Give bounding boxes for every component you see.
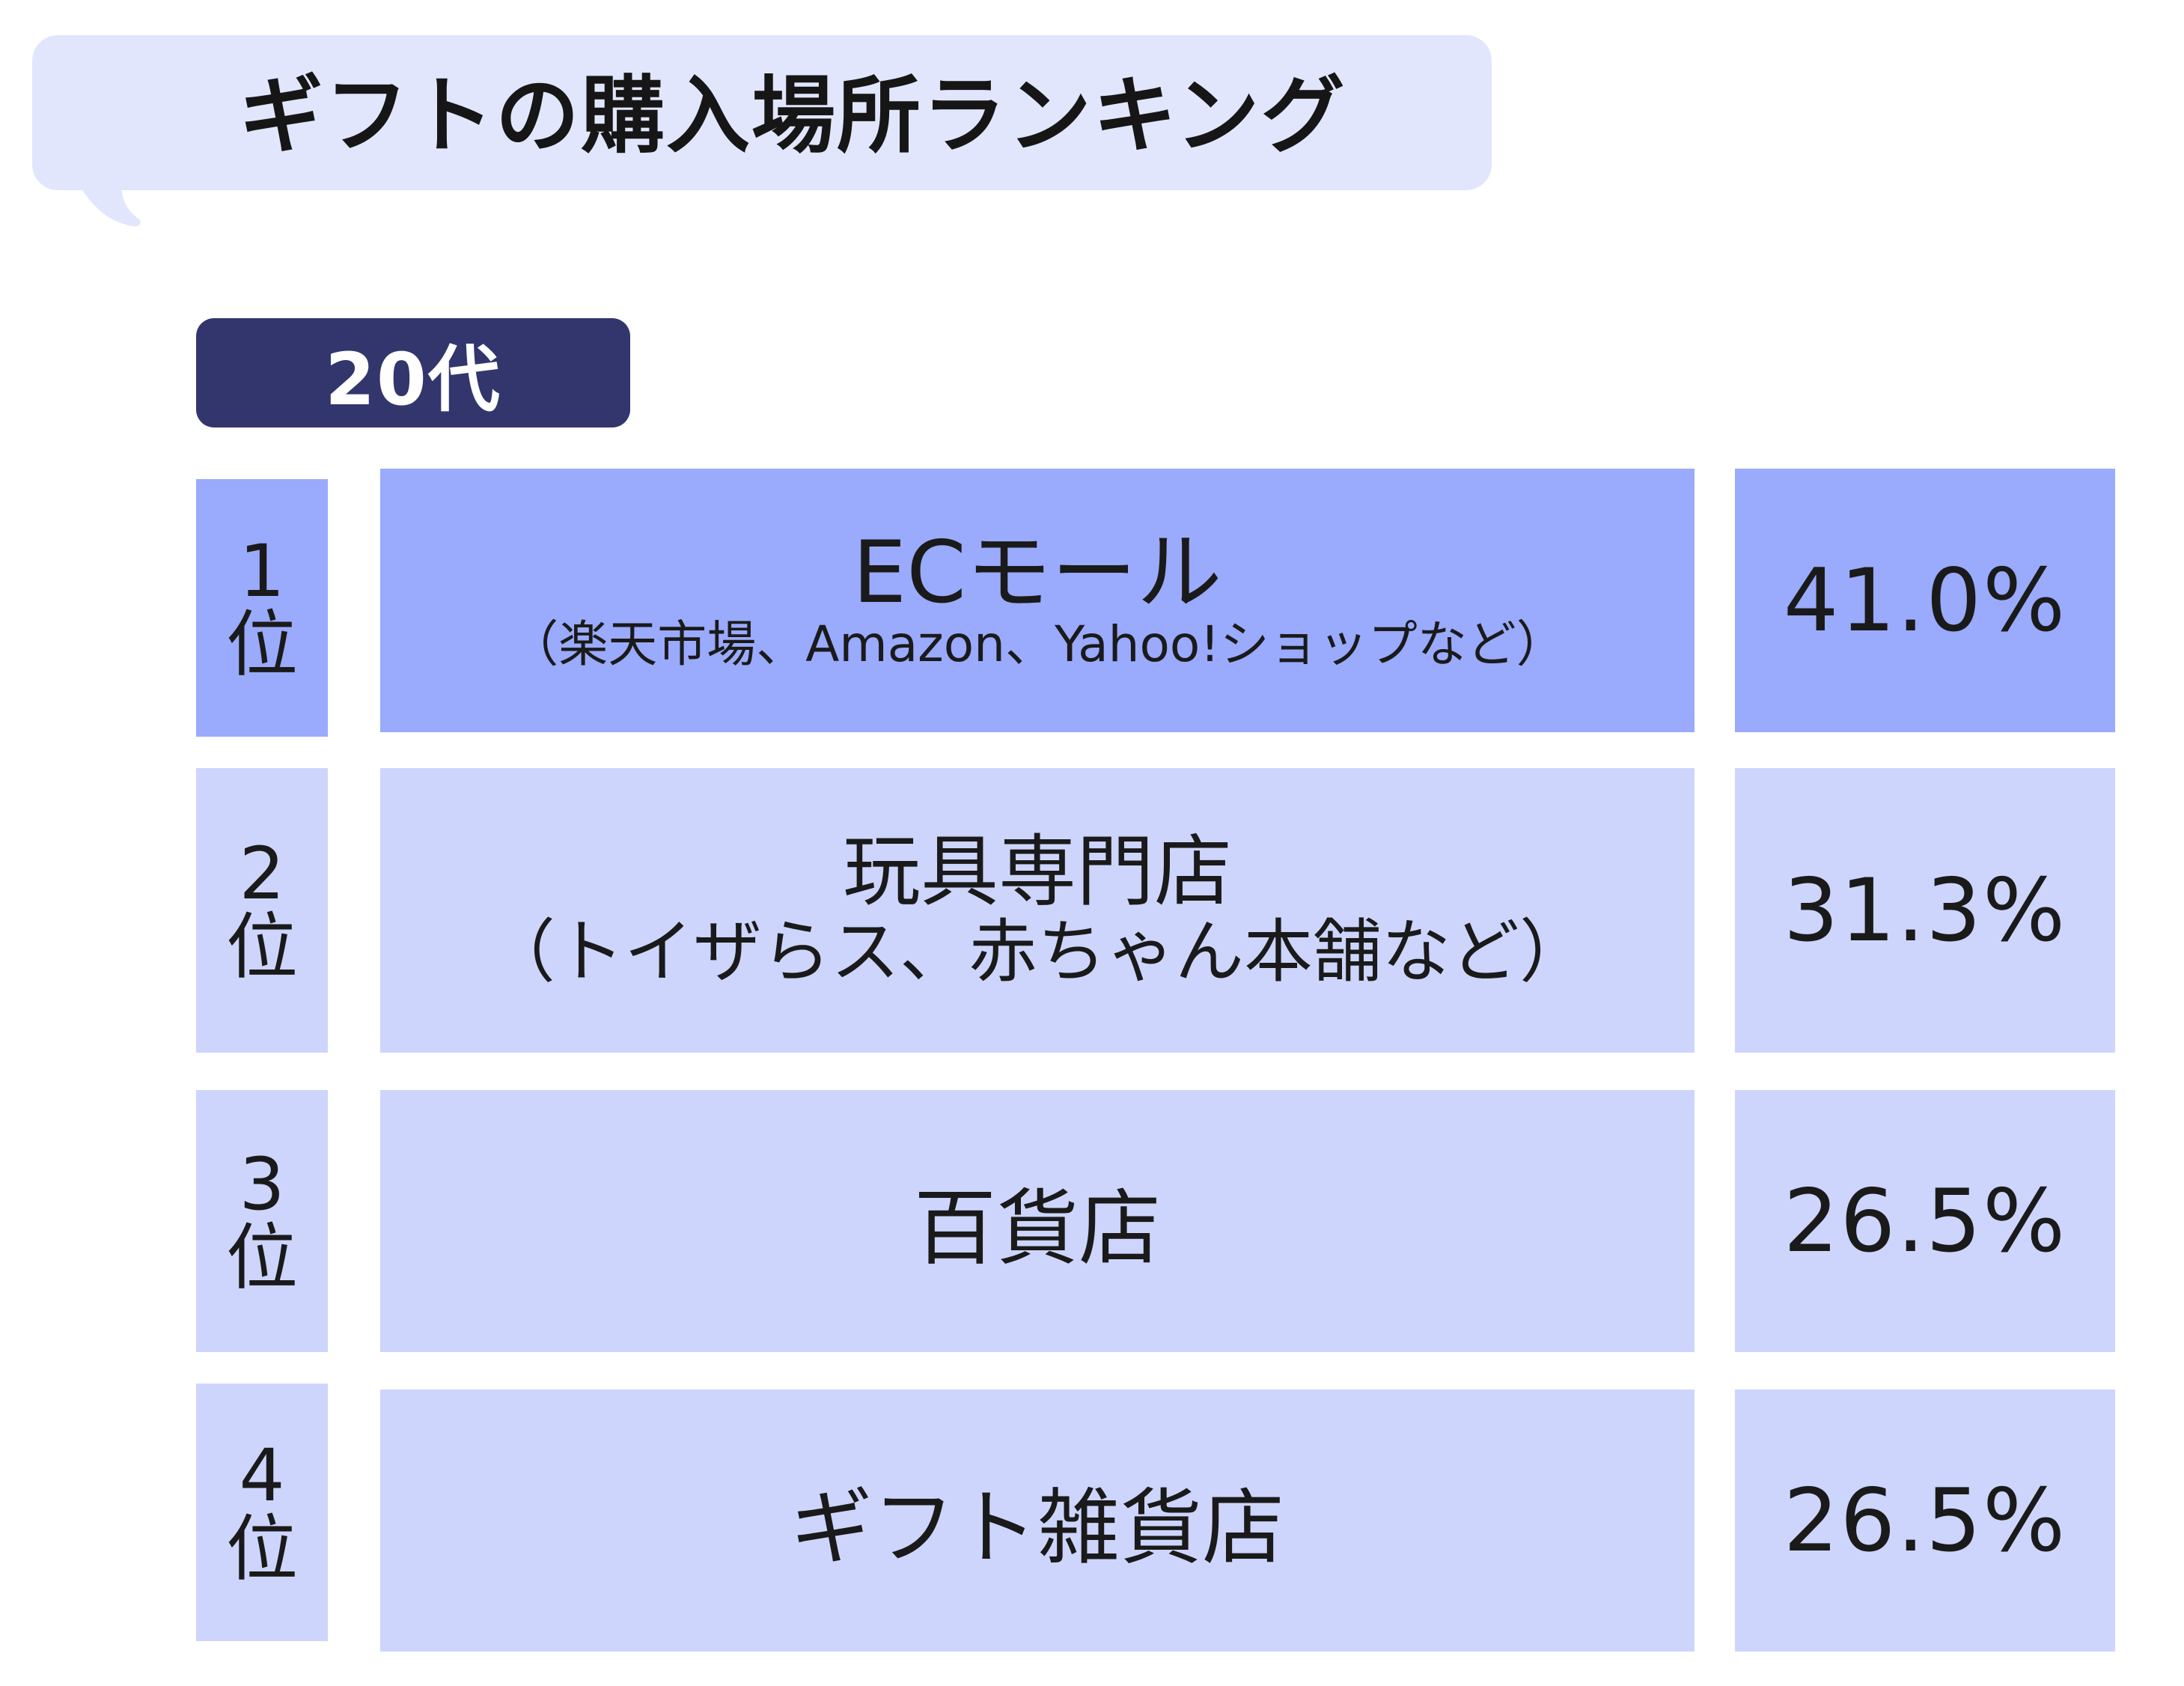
store-examples: （トイザらス、赤ちゃん本舗など） — [486, 912, 1588, 992]
percentage-value: 41.0% — [1735, 469, 2115, 732]
rank-number: 3 — [239, 1142, 285, 1226]
age-group-badge: 20代 — [196, 318, 630, 427]
store-name-cell: 玩具専門店 （トイザらス、赤ちゃん本舗など） — [380, 768, 1695, 1053]
store-examples: （楽天市場、Amazon、Yahoo!ショップなど） — [509, 615, 1566, 673]
rank-number: 1 — [239, 529, 285, 613]
percentage-value: 31.3% — [1735, 768, 2115, 1053]
store-name: 百貨店 — [914, 1181, 1161, 1276]
title-bubble — [32, 35, 1492, 190]
speech-bubble-tail-icon — [67, 150, 141, 227]
rank-number: 2 — [239, 832, 285, 916]
rank-cell: 4 位 — [196, 1384, 328, 1641]
rank-cell: 3 位 — [196, 1090, 328, 1352]
rank-unit: 位 — [226, 1507, 298, 1591]
rank-number: 4 — [239, 1434, 285, 1518]
page-title: ギフトの購入場所ランキング — [240, 67, 1346, 165]
rank-unit: 位 — [226, 603, 298, 687]
rank-cell: 2 位 — [196, 768, 328, 1053]
store-name: 玩具専門店 — [842, 826, 1232, 917]
rank-unit: 位 — [226, 905, 298, 989]
percentage-value: 26.5% — [1735, 1390, 2115, 1652]
percentage-value: 26.5% — [1735, 1090, 2115, 1352]
store-name: ギフト雑貨店 — [790, 1480, 1284, 1576]
store-name: ECモール — [852, 523, 1222, 622]
store-name-cell: ECモール （楽天市場、Amazon、Yahoo!ショップなど） — [380, 469, 1695, 732]
rank-unit: 位 — [226, 1216, 298, 1300]
store-name-cell: 百貨店 — [380, 1090, 1695, 1352]
store-name-cell: ギフト雑貨店 — [380, 1390, 1695, 1652]
rank-cell: 1 位 — [196, 479, 328, 737]
